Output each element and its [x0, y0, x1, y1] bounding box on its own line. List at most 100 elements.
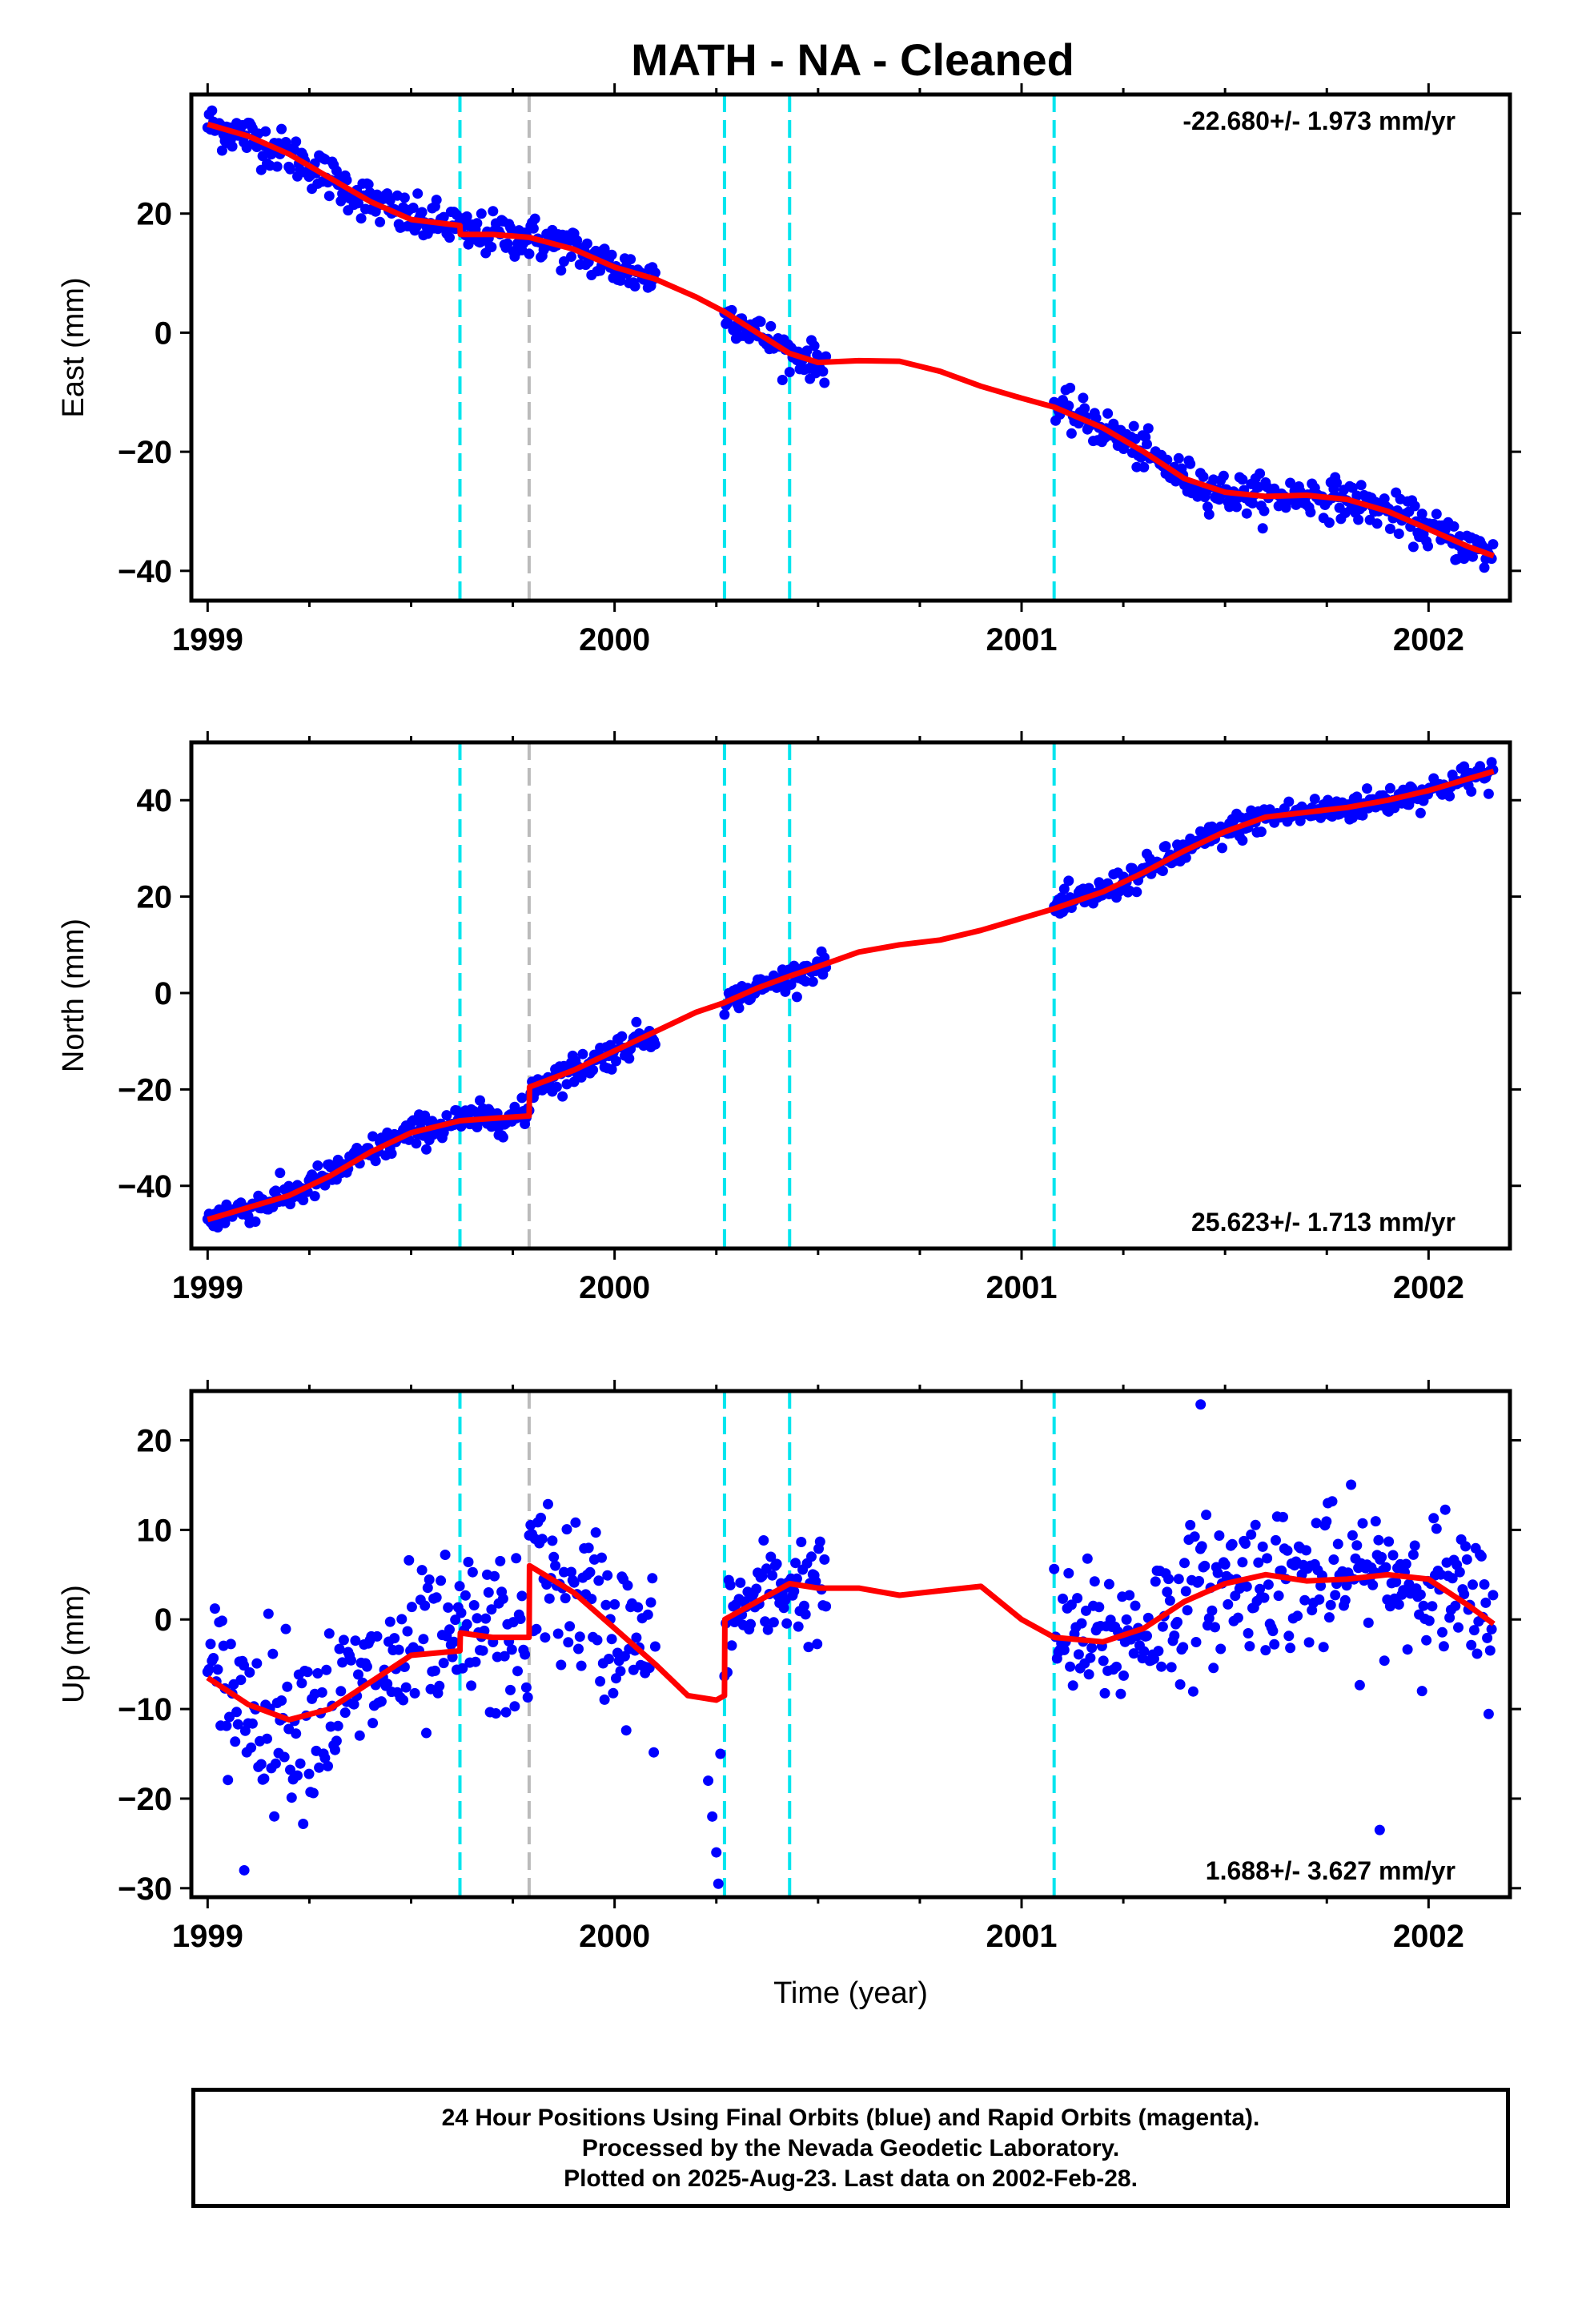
data-point [531, 1623, 542, 1634]
data-point [312, 1160, 323, 1171]
data-point [1079, 403, 1090, 414]
data-point [1353, 514, 1364, 525]
data-point [1208, 1663, 1219, 1674]
data-point [548, 1551, 560, 1562]
data-point [1466, 786, 1477, 797]
data-point [421, 1144, 432, 1155]
data-point [1347, 1530, 1358, 1541]
data-point [798, 1600, 809, 1611]
data-points [202, 105, 1499, 573]
data-point [703, 1775, 714, 1787]
data-point [819, 1554, 830, 1565]
data-point [1187, 1686, 1199, 1697]
data-point [1415, 807, 1426, 818]
data-point [629, 281, 640, 292]
data-point [323, 1760, 333, 1771]
data-point [1416, 509, 1427, 520]
data-point [321, 1664, 332, 1675]
footer-line-1: 24 Hour Positions Using Final Orbits (bl… [441, 2105, 1260, 2131]
x-tick-label: 2001 [986, 1919, 1058, 1954]
data-point [431, 1592, 442, 1603]
data-point [370, 1156, 381, 1167]
data-point [505, 1684, 516, 1695]
data-point [1244, 1641, 1255, 1652]
data-point [208, 1653, 219, 1663]
data-point [1257, 1541, 1268, 1552]
rate-label: -22.680+/- 1.973 mm/yr [1182, 107, 1456, 135]
data-point [611, 1055, 621, 1067]
data-point [1362, 783, 1372, 794]
data-point [1131, 461, 1142, 472]
data-point [221, 1720, 232, 1731]
data-point [398, 1695, 409, 1706]
data-point [751, 1583, 762, 1594]
data-point [558, 1566, 569, 1578]
data-point [1483, 788, 1494, 799]
data-point [441, 1110, 452, 1121]
x-axis-label: Time (year) [773, 1976, 928, 2010]
data-point [1172, 1617, 1182, 1627]
data-point [246, 1742, 257, 1753]
data-point [472, 1122, 483, 1132]
data-point [1431, 509, 1442, 520]
data-point [1130, 1600, 1141, 1611]
data-point [784, 367, 795, 378]
x-tick-label: 1999 [172, 1270, 243, 1305]
data-point [488, 206, 499, 217]
data-point [520, 1682, 532, 1693]
data-point [595, 1676, 606, 1687]
data-point [1207, 1605, 1218, 1616]
data-point [1301, 1545, 1311, 1556]
data-point [522, 1692, 533, 1703]
data-point [812, 1638, 823, 1650]
data-point [1328, 1554, 1339, 1565]
data-point [411, 221, 422, 232]
data-point [1407, 541, 1419, 553]
plot-frame [189, 740, 1512, 1251]
data-point [1259, 505, 1270, 517]
data-point [1427, 1601, 1438, 1612]
data-point [298, 1195, 309, 1206]
data-point [483, 1587, 494, 1598]
data-point [1247, 497, 1258, 509]
data-point [757, 1570, 768, 1582]
data-point [296, 1678, 307, 1689]
data-point [1448, 521, 1460, 532]
data-points [202, 1399, 1499, 1889]
data-point [429, 1665, 440, 1676]
data-point [418, 1634, 429, 1645]
data-point [1409, 501, 1420, 512]
data-point [552, 1628, 564, 1639]
data-point [563, 1637, 574, 1648]
data-point [719, 1009, 730, 1020]
data-point [282, 1681, 293, 1692]
data-point [1323, 517, 1335, 529]
data-point [609, 1598, 620, 1610]
data-point [411, 1138, 422, 1149]
data-point [1407, 1549, 1419, 1560]
data-point [1260, 1645, 1271, 1656]
data-point [625, 254, 636, 265]
data-point [384, 1616, 396, 1627]
data-point [1447, 1573, 1458, 1584]
model-line [207, 121, 1495, 559]
data-point [302, 1667, 313, 1678]
data-point [796, 1537, 807, 1547]
y-tick-label: 0 [155, 316, 172, 351]
data-point [516, 1590, 528, 1602]
data-point [649, 1641, 661, 1652]
data-point [1384, 1601, 1395, 1612]
data-point [550, 1560, 561, 1571]
data-point [1379, 493, 1390, 505]
data-point [291, 1728, 302, 1739]
data-point [1415, 1589, 1426, 1600]
data-point [1142, 1630, 1152, 1642]
panel-up: 1999 2000 2001 2002 20 10 0 −10 −20 −30 Up (mm) Tim… [57, 1380, 1521, 2010]
data-point [1063, 1568, 1074, 1578]
data-point [1185, 458, 1196, 469]
data-point [771, 1558, 782, 1570]
data-point [1479, 562, 1490, 573]
data-point [1400, 1558, 1411, 1570]
data-point [1468, 1579, 1478, 1590]
